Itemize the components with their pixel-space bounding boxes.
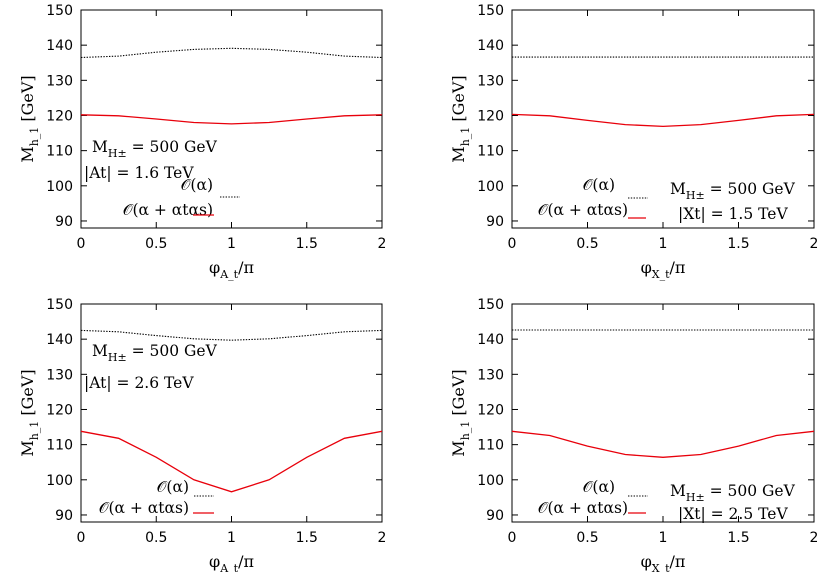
annotation-text: MH± = 500 GeV <box>92 342 218 364</box>
series-line-oalpha-alphas <box>80 430 383 493</box>
y-tick-label: 150 <box>477 3 504 19</box>
legend-entry-label: 𝒪(α + αtαs) <box>538 499 628 517</box>
series-line-oalpha-alphas <box>80 114 383 125</box>
y-tick-label: 140 <box>46 332 73 348</box>
legend: 𝒪(α) 𝒪(α + αtαs) <box>538 176 648 219</box>
legend: 𝒪(α) 𝒪(α + αtαs) <box>123 176 240 219</box>
y-tick-label: 110 <box>477 438 504 454</box>
y-axis-label: Mh_1 [GeV] <box>449 369 472 456</box>
x-tick-label: 1.5 <box>296 530 318 546</box>
legend-entry-label: 𝒪(α) <box>157 478 189 496</box>
legend-entry-label: 𝒪(α) <box>181 176 213 194</box>
y-tick-label: 120 <box>477 108 504 124</box>
x-tick-label: 0.5 <box>576 236 598 252</box>
y-tick-label: 120 <box>46 108 73 124</box>
series-line-oalpha-alphas <box>511 430 815 458</box>
x-tick-label: 0 <box>508 530 517 546</box>
y-tick-label: 100 <box>46 473 73 489</box>
y-tick-label: 150 <box>46 3 73 19</box>
y-tick-label: 120 <box>477 402 504 418</box>
y-tick-label: 130 <box>477 367 504 383</box>
y-tick-label: 130 <box>477 73 504 89</box>
y-tick-label: 90 <box>486 214 504 230</box>
y-tick-label: 100 <box>477 473 504 489</box>
y-tick-label: 150 <box>477 297 504 313</box>
series-line-oalpha-alphas <box>511 113 815 128</box>
series-line-oalpha <box>80 329 383 341</box>
annotation-text: |At| = 1.6 TeV <box>84 164 194 182</box>
annotation-text: MH± = 500 GeV <box>92 138 218 160</box>
annotation-text: |Xt| = 1.5 TeV <box>678 205 788 223</box>
legend-entry-label: 𝒪(α + αtαs) <box>99 499 189 517</box>
x-axis-label: φA_t/π <box>209 552 254 574</box>
x-tick-label: 1.5 <box>727 530 749 546</box>
y-tick-label: 150 <box>46 297 73 313</box>
x-tick-label: 1 <box>227 236 236 252</box>
y-tick-label: 110 <box>46 144 73 160</box>
panel-2: 0 0.5 1 1.5 2 90 100 110 120 130 140 150 φX_t/π Mh_1 … <box>449 3 818 281</box>
y-axis-label: Mh_1 [GeV] <box>449 75 472 162</box>
y-axis-label: Mh_1 [GeV] <box>18 75 41 162</box>
y-tick-label: 140 <box>477 38 504 54</box>
y-tick-label: 100 <box>477 179 504 195</box>
x-tick-label: 1 <box>659 236 668 252</box>
x-tick-label: 2 <box>378 530 387 546</box>
panel-1: 0 0.5 1 1.5 2 90 100 110 120 130 140 150 φA_t/π Mh_1 … <box>18 3 386 281</box>
y-tick-label: 140 <box>477 332 504 348</box>
y-tick-label: 90 <box>55 508 73 524</box>
y-tick-label: 130 <box>46 73 73 89</box>
y-tick-label: 120 <box>46 402 73 418</box>
series-line-oalpha <box>80 47 383 59</box>
y-tick-label: 110 <box>46 438 73 454</box>
y-tick-label: 100 <box>46 179 73 195</box>
legend-entry-label: 𝒪(α) <box>583 478 615 496</box>
annotation-text: MH± = 500 GeV <box>670 180 796 202</box>
x-axis-label: φX_t/π <box>641 258 686 281</box>
legend: 𝒪(α) 𝒪(α + αtαs) <box>99 478 214 517</box>
annotation-text: |Xt| = 2.5 TeV <box>678 505 788 523</box>
x-tick-label: 0 <box>77 236 86 252</box>
x-tick-label: 0 <box>77 530 86 546</box>
x-tick-label: 1.5 <box>727 236 749 252</box>
annotation-text: |At| = 2.6 TeV <box>84 374 194 392</box>
x-tick-label: 2 <box>378 236 387 252</box>
x-tick-label: 2 <box>810 530 819 546</box>
y-tick-label: 90 <box>486 508 504 524</box>
y-axis-label: Mh_1 [GeV] <box>18 369 41 456</box>
legend: 𝒪(α) 𝒪(α + αtαs) <box>538 478 648 517</box>
x-tick-label: 2 <box>810 236 819 252</box>
plot-frame <box>80 9 383 229</box>
plot-frame <box>80 303 383 523</box>
y-tick-label: 130 <box>46 367 73 383</box>
y-tick-label: 110 <box>477 144 504 160</box>
x-tick-label: 0.5 <box>576 530 598 546</box>
x-tick-label: 0.5 <box>145 236 167 252</box>
legend-entry-label: 𝒪(α) <box>583 176 615 194</box>
y-tick-label: 140 <box>46 38 73 54</box>
panel-3: 0 0.5 1 1.5 2 90 100 110 120 130 140 150 φA_t/π Mh_1 … <box>18 297 386 574</box>
annotation-text: MH± = 500 GeV <box>670 482 796 504</box>
x-axis-label: φA_t/π <box>209 258 254 281</box>
x-tick-label: 0 <box>508 236 517 252</box>
legend-entry-label: 𝒪(α + αtαs) <box>538 201 628 219</box>
legend-entry-label: 𝒪(α + αtαs) <box>123 201 213 219</box>
x-tick-label: 0.5 <box>145 530 167 546</box>
x-axis-label: φX_t/π <box>641 552 686 574</box>
y-tick-label: 90 <box>55 214 73 230</box>
panel-4: 0 0.5 1 1.5 2 90 100 110 120 130 140 150 φX_t/π Mh_1 … <box>449 297 818 574</box>
x-tick-label: 1 <box>659 530 668 546</box>
x-tick-label: 1 <box>227 530 236 546</box>
x-tick-label: 1.5 <box>296 236 318 252</box>
